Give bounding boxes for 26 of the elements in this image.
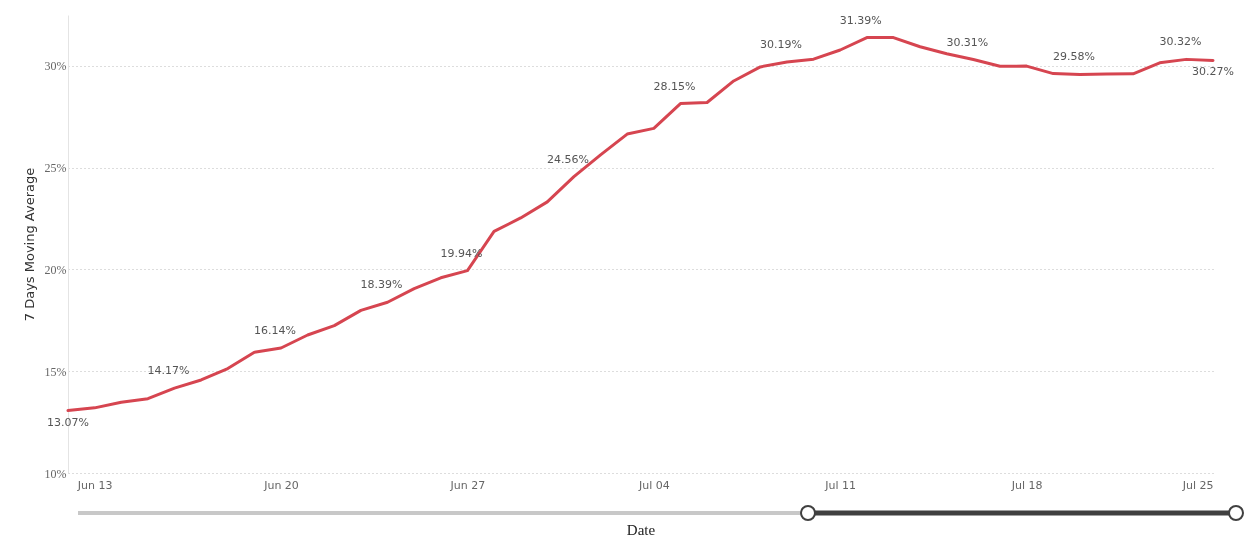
y-tick-label: 30% bbox=[44, 59, 67, 74]
x-tick-label: Jul 25 bbox=[1181, 478, 1214, 492]
data-label: 30.32% bbox=[1159, 35, 1202, 49]
x-tick-label: Jul 11 bbox=[824, 478, 857, 492]
y-tick-label: 15% bbox=[44, 364, 67, 379]
data-label: 18.39% bbox=[360, 278, 403, 292]
data-label: 14.17% bbox=[147, 364, 190, 378]
y-axis-title: 7 Days Moving Average bbox=[21, 167, 37, 322]
data-label: 30.31% bbox=[946, 35, 989, 49]
x-tick-label: Jun 13 bbox=[76, 478, 113, 492]
data-label: 16.14% bbox=[254, 324, 296, 338]
data-label: 29.58% bbox=[1052, 50, 1095, 64]
y-tick-label: 10% bbox=[44, 466, 67, 481]
x-tick-label: Jun 20 bbox=[263, 478, 299, 492]
data-label: 30.27% bbox=[1192, 65, 1234, 79]
x-axis-title: Date bbox=[626, 521, 656, 538]
x-tick-label: Jun 27 bbox=[449, 478, 486, 492]
data-label: 24.56% bbox=[546, 152, 589, 166]
x-tick-label: Jul 04 bbox=[637, 478, 670, 492]
data-label: 30.19% bbox=[759, 38, 802, 52]
data-label: 28.15% bbox=[653, 79, 696, 93]
y-tick-label: 20% bbox=[44, 262, 67, 277]
data-label: 31.39% bbox=[839, 13, 882, 27]
y-tick-label: 25% bbox=[44, 161, 67, 176]
x-tick-label: Jul 18 bbox=[1010, 478, 1043, 492]
data-label: 13.07% bbox=[47, 415, 89, 429]
